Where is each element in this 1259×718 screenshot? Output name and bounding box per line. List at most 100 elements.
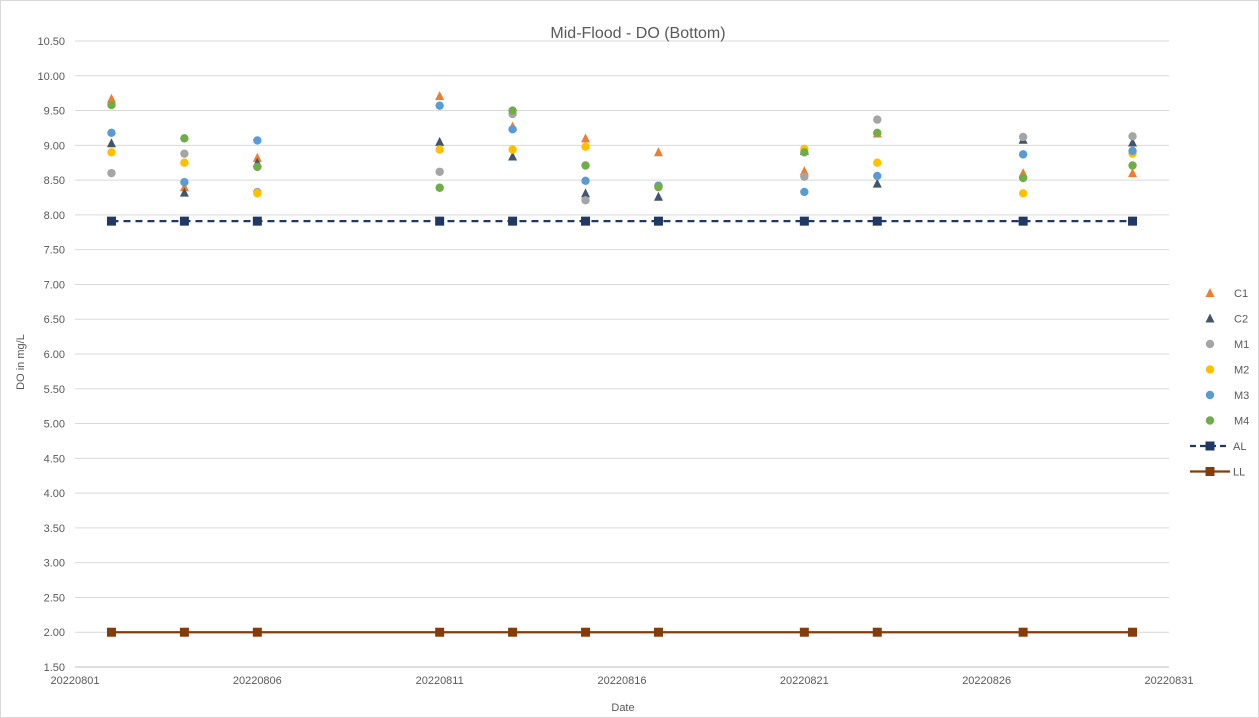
data-point-c2 (179, 187, 189, 197)
data-point-m1 (180, 149, 189, 158)
y-tick-label: 8.00 (44, 210, 65, 222)
data-point-ll (252, 627, 262, 637)
y-axis-title: DO in mg/L (15, 334, 27, 390)
series-al (106, 216, 1138, 226)
data-point-m1 (435, 167, 444, 176)
data-point-ll (435, 627, 445, 637)
y-tick-label: 8.50 (44, 175, 65, 187)
data-point-m4 (253, 162, 262, 172)
data-point-ll (581, 627, 591, 637)
data-point-ll (508, 627, 518, 637)
data-point-m4 (581, 161, 590, 170)
data-point-m3 (180, 177, 189, 187)
x-tick-label: 20220821 (780, 675, 829, 687)
y-tick-label: 5.00 (44, 419, 65, 431)
data-point-m4 (654, 182, 663, 192)
data-point-c1 (653, 147, 663, 157)
x-tick-label: 20220811 (416, 675, 464, 687)
series-m1 (107, 109, 1137, 205)
y-tick-label: 1.50 (44, 662, 65, 674)
data-point-al (1128, 216, 1138, 226)
data-point-m2 (508, 145, 517, 154)
legend-label-c2: C2 (1234, 314, 1248, 326)
y-tick-label: 2.50 (44, 592, 65, 604)
legend-marker-m4 (1205, 416, 1215, 425)
legend-label-c1: C1 (1234, 288, 1248, 300)
data-point-m2 (1018, 189, 1028, 198)
legend-label-m4: M4 (1234, 416, 1249, 428)
chart-title: Mid-Flood - DO (Bottom) (550, 25, 725, 42)
data-point-c2 (581, 188, 591, 198)
data-point-m3 (800, 187, 809, 197)
y-tick-label: 10.00 (37, 71, 65, 83)
data-point-c1 (1128, 168, 1138, 178)
data-point-c1 (106, 93, 116, 103)
data-point-c2 (435, 136, 445, 146)
data-point-m1 (1128, 132, 1137, 141)
x-tick-label: 20220801 (51, 675, 100, 687)
data-point-c2 (106, 138, 116, 148)
series-m3 (107, 101, 1137, 197)
data-point-m4 (800, 148, 809, 157)
legend-item-ll: LL (1190, 467, 1245, 479)
data-point-c1 (581, 133, 591, 143)
y-tick-label: 9.50 (44, 106, 65, 118)
data-point-c2 (872, 178, 882, 188)
data-point-ll (1018, 627, 1028, 637)
data-point-ll (106, 627, 116, 637)
legend-label-m2: M2 (1234, 365, 1249, 377)
y-tick-label: 7.00 (44, 279, 65, 291)
y-tick-label: 10.50 (37, 36, 65, 48)
y-tick-label: 2.00 (44, 627, 65, 639)
data-point-m1 (1018, 132, 1028, 142)
legend-marker-m2 (1205, 365, 1215, 374)
legend-item-m3: M3 (1205, 390, 1249, 402)
data-point-m1 (873, 115, 882, 124)
series-ll (106, 627, 1138, 637)
data-point-m3 (873, 171, 882, 181)
gridlines (75, 40, 1169, 668)
data-point-m4 (180, 134, 189, 143)
legend-label-ll: LL (1233, 467, 1245, 479)
data-point-al (1018, 216, 1028, 226)
data-point-al (872, 216, 882, 226)
legend-marker-m1 (1205, 339, 1215, 349)
plot-series (106, 90, 1138, 637)
series-m2 (107, 142, 1137, 198)
x-axis-title: Date (611, 702, 634, 714)
data-point-c1 (435, 90, 445, 100)
legend: C1 C2 M1 M2 M3 M4 AL LL (1190, 288, 1249, 479)
legend-item-m1: M1 (1205, 339, 1249, 351)
y-tick-label: 6.00 (44, 349, 65, 361)
data-point-m2 (581, 142, 590, 151)
data-point-c1 (252, 152, 262, 162)
data-point-ll (872, 627, 882, 637)
data-point-m2 (435, 145, 444, 154)
y-tick-label: 7.50 (44, 245, 65, 257)
data-point-m4 (873, 128, 882, 138)
data-point-m4 (435, 183, 444, 192)
data-point-m1 (107, 168, 116, 178)
data-point-m2 (107, 148, 116, 157)
data-point-c1 (799, 166, 809, 176)
data-point-al (653, 216, 663, 226)
data-point-m4 (508, 106, 517, 115)
data-point-m2 (253, 189, 262, 198)
y-tick-label: 9.00 (44, 140, 65, 152)
data-point-al (106, 216, 116, 226)
data-point-m3 (253, 136, 262, 145)
legend-item-c1: C1 (1205, 288, 1248, 300)
data-point-m2 (180, 158, 189, 167)
data-point-c2 (1128, 137, 1138, 147)
data-point-ll (1128, 627, 1138, 637)
legend-marker-c2 (1205, 313, 1215, 323)
data-point-m2 (873, 158, 882, 167)
y-tick-label: 6.50 (44, 314, 65, 326)
data-point-al (435, 216, 445, 226)
axes: 1.50 2.00 2.50 3.00 3.50 4.00 4.50 5.00 5.50 6.00… (37, 36, 1193, 687)
data-point-c2 (508, 151, 518, 161)
data-point-m3 (435, 101, 444, 110)
legend-marker-al (1205, 441, 1215, 451)
data-point-c2 (653, 191, 663, 201)
